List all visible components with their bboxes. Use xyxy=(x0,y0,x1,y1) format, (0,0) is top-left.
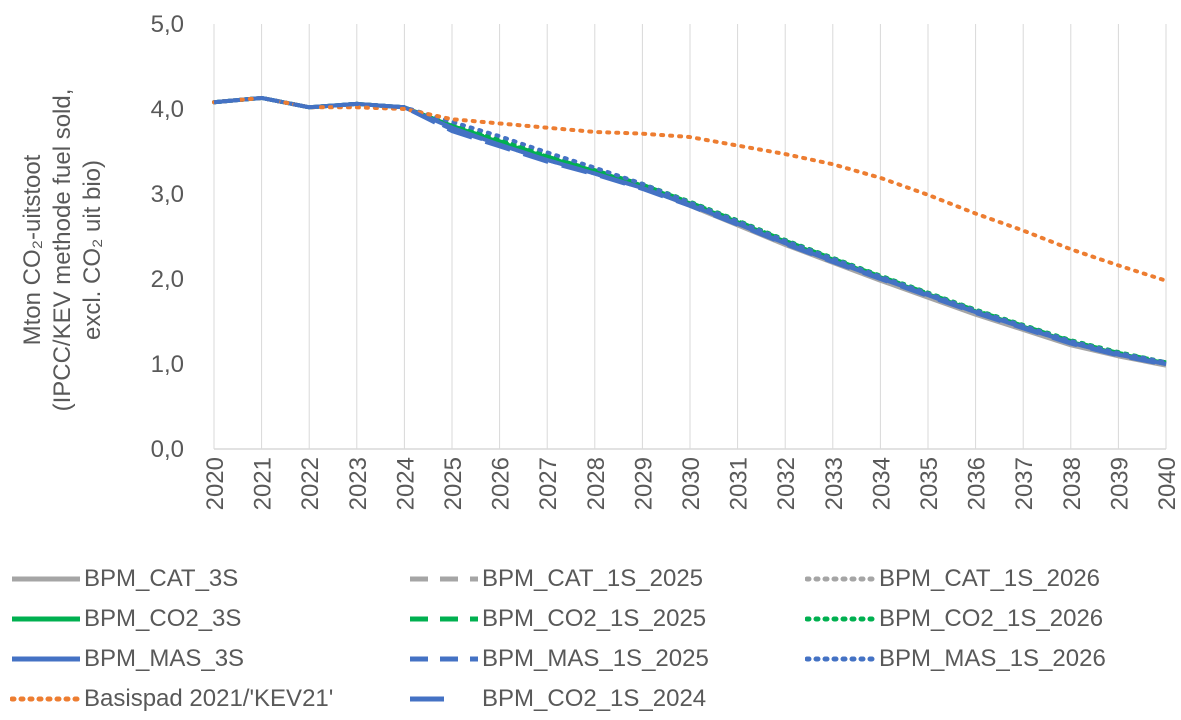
legend-label: BPM_CAT_3S xyxy=(84,565,239,592)
legend-label: BPM_MAS_1S_2025 xyxy=(482,645,709,672)
legend-swatch xyxy=(410,696,478,702)
x-tick-label: 2034 xyxy=(868,457,895,510)
legend-item: Basispad 2021/'KEV21' xyxy=(10,682,333,716)
legend-item: BPM_MAS_1S_2025 xyxy=(408,642,709,676)
series-lines xyxy=(212,95,1168,368)
y-axis-label-line2: (IPCC/KEV methode fuel sold, xyxy=(49,89,76,412)
y-tick-label: 5,0 xyxy=(151,11,184,38)
x-tick-label: 2029 xyxy=(630,457,657,510)
x-tick-label: 2020 xyxy=(202,457,229,510)
legend-swatch xyxy=(805,656,878,662)
x-tick-label: 2021 xyxy=(250,457,277,510)
legend: BPM_CAT_3S BPM_CAT_1S_2025 BPM_CAT_1S_2026… xyxy=(0,560,1181,720)
legend-item: BPM_CAT_1S_2026 xyxy=(805,562,1100,596)
x-tick-label: 2027 xyxy=(535,457,562,510)
legend-label: BPM_CAT_1S_2026 xyxy=(879,565,1101,592)
x-tick-label: 2025 xyxy=(440,457,467,510)
legend-label: Basispad 2021/'KEV21' xyxy=(84,685,334,712)
x-tick-label: 2037 xyxy=(1011,457,1038,510)
legend-label: BPM_MAS_1S_2026 xyxy=(879,645,1106,672)
y-tick-label: 1,0 xyxy=(151,351,184,378)
y-axis-label: Mton CO₂-uitstoot (IPCC/KEV methode fuel… xyxy=(19,89,106,412)
x-tick-label: 2033 xyxy=(821,457,848,510)
legend-item: BPM_MAS_3S xyxy=(10,642,244,676)
y-axis-label-line3: excl. CO₂ uit bio) xyxy=(79,160,106,340)
legend-item: BPM_MAS_1S_2026 xyxy=(805,642,1106,676)
series-line-9 xyxy=(212,95,1168,283)
legend-swatch xyxy=(805,616,878,622)
gridlines xyxy=(213,24,1167,450)
x-tick-label: 2023 xyxy=(345,457,372,510)
legend-swatch xyxy=(410,616,478,622)
x-tick-label: 2039 xyxy=(1106,457,1133,510)
series-line-8 xyxy=(212,95,1168,365)
legend-swatch xyxy=(12,576,80,582)
y-tick-label: 4,0 xyxy=(151,96,184,123)
y-tick-label: 0,0 xyxy=(151,436,184,463)
legend-swatch xyxy=(12,656,80,662)
legend-label: BPM_CAT_1S_2025 xyxy=(482,565,704,592)
x-tick-label: 2031 xyxy=(726,457,753,510)
legend-swatch xyxy=(410,576,478,582)
y-tick-labels: 0,0 1,0 2,0 3,0 4,0 5,0 xyxy=(151,11,184,463)
legend-item: BPM_CAT_1S_2025 xyxy=(408,562,703,596)
y-tick-label: 3,0 xyxy=(151,181,184,208)
legend-item: BPM_CO2_3S xyxy=(10,602,241,636)
x-tick-labels: 2020 2021 2022 2023 2024 2025 2026 2027 2028 2029… xyxy=(202,457,1181,510)
legend-item: BPM_CO2_1S_2025 xyxy=(408,602,706,636)
legend-label: BPM_MAS_3S xyxy=(84,645,245,672)
x-tick-label: 2036 xyxy=(964,457,991,510)
x-tick-label: 2040 xyxy=(1154,457,1181,510)
x-tick-label: 2028 xyxy=(583,457,610,510)
legend-item: BPM_CO2_1S_2024 xyxy=(408,682,706,716)
x-tick-label: 2022 xyxy=(297,457,324,510)
x-tick-label: 2030 xyxy=(678,457,705,510)
line-chart: Mton CO₂-uitstoot (IPCC/KEV methode fuel… xyxy=(19,11,1181,510)
legend-label: BPM_CO2_1S_2026 xyxy=(879,605,1104,632)
x-tick-label: 2024 xyxy=(392,457,419,510)
x-tick-label: 2035 xyxy=(916,457,943,510)
legend-label: BPM_CO2_3S xyxy=(84,605,242,632)
x-tick-label: 2032 xyxy=(773,457,800,510)
y-axis-label-line1: Mton CO₂-uitstoot xyxy=(19,154,46,345)
x-tick-label: 2026 xyxy=(488,457,515,510)
legend-label: BPM_CO2_1S_2024 xyxy=(482,685,707,712)
legend-label: BPM_CO2_1S_2025 xyxy=(482,605,707,632)
legend-swatch xyxy=(10,696,83,702)
legend-item: BPM_CO2_1S_2026 xyxy=(805,602,1103,636)
y-tick-label: 2,0 xyxy=(151,266,184,293)
legend-swatch xyxy=(12,616,80,622)
x-tick-label: 2038 xyxy=(1059,457,1086,510)
series-line-10 xyxy=(213,95,1167,367)
legend-swatch xyxy=(410,656,478,662)
legend-item: BPM_CAT_3S xyxy=(10,562,238,596)
legend-swatch xyxy=(805,576,878,582)
